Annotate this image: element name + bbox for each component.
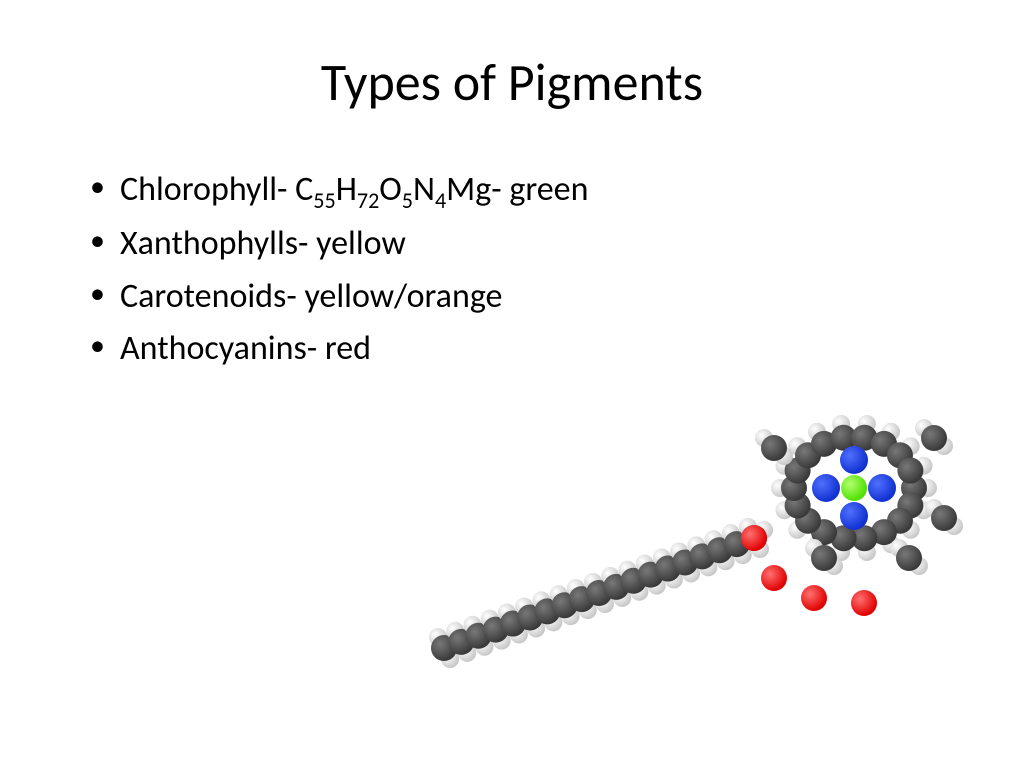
molecule-diagram bbox=[384, 388, 1004, 708]
bullet-item-1: Xanthophylls- yellow bbox=[90, 218, 964, 271]
bullet-item-2: Carotenoids- yellow/orange bbox=[90, 271, 964, 324]
bullet-list: Chlorophyll- C55H72O5N4Mg- green Xanthoph… bbox=[60, 164, 964, 376]
slide-container: Types of Pigments Chlorophyll- C55H72O5N… bbox=[0, 0, 1024, 768]
bullet-text: Chlorophyll- C bbox=[120, 169, 313, 210]
bullet-text: Xanthophylls- yellow bbox=[120, 223, 406, 264]
bullet-item-0: Chlorophyll- C55H72O5N4Mg- green bbox=[90, 164, 964, 218]
bullet-text: Anthocyanins- red bbox=[120, 328, 371, 369]
bullet-text: Carotenoids- yellow/orange bbox=[120, 276, 502, 317]
bullet-item-3: Anthocyanins- red bbox=[90, 323, 964, 376]
page-title: Types of Pigments bbox=[60, 50, 964, 114]
